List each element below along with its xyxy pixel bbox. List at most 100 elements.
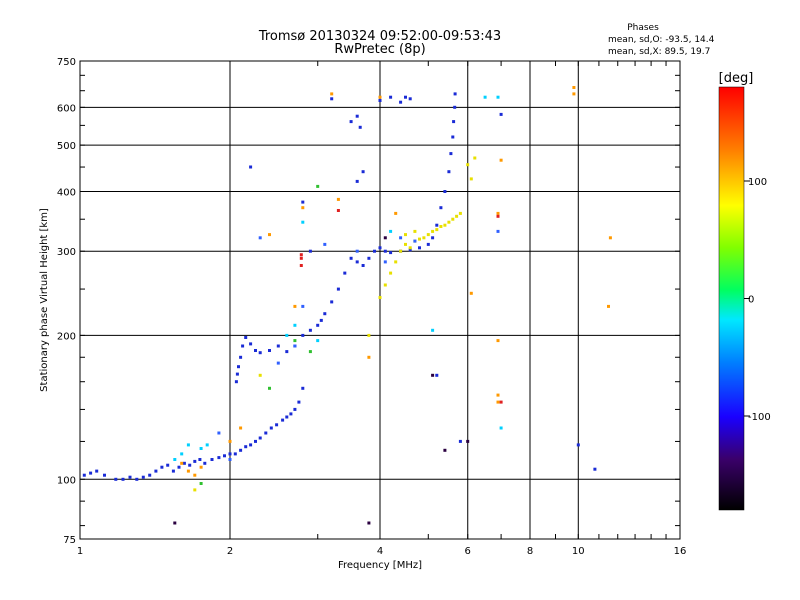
data-point <box>268 233 271 237</box>
data-point <box>182 461 186 465</box>
data-point <box>235 372 239 376</box>
data-point <box>443 223 447 227</box>
data-point <box>458 211 462 215</box>
data-point <box>496 211 500 215</box>
data-point <box>572 86 576 89</box>
data-point <box>499 112 503 116</box>
data-point <box>254 439 257 443</box>
data-point <box>264 431 268 435</box>
data-point <box>336 209 340 212</box>
data-point <box>289 412 293 416</box>
data-point <box>281 418 285 422</box>
data-point <box>355 179 359 183</box>
data-point <box>608 236 612 240</box>
x-tick-label: 1 <box>77 546 83 557</box>
data-point <box>330 92 334 96</box>
data-point <box>228 439 232 443</box>
stats-line-o: mean, sd,O: -93.5, 14.4 <box>608 35 715 45</box>
data-point <box>455 214 459 218</box>
colorbar-title: [deg] <box>719 71 754 86</box>
data-point <box>383 283 387 287</box>
data-point <box>301 220 305 224</box>
data-point <box>408 97 412 101</box>
data-point <box>239 426 243 430</box>
data-point <box>383 260 387 264</box>
data-point <box>319 318 323 322</box>
data-point <box>210 458 214 461</box>
axis-ticks: 1 2 4 6 8 10 16 75 100 200 300 400 500 600 750 <box>57 57 686 557</box>
data-point <box>234 380 238 384</box>
data-point <box>413 229 417 233</box>
data-point <box>186 469 190 473</box>
data-point <box>233 452 237 456</box>
data-points <box>82 86 612 525</box>
data-point <box>394 211 398 215</box>
data-point <box>249 443 253 447</box>
data-point <box>285 333 289 337</box>
data-point <box>301 304 305 308</box>
y-tick-label: 400 <box>57 187 76 198</box>
data-point <box>228 458 232 461</box>
data-point <box>361 170 365 174</box>
data-point <box>466 439 470 443</box>
data-point <box>269 426 273 430</box>
data-point <box>453 92 457 96</box>
data-point <box>135 477 139 481</box>
data-point <box>576 443 580 447</box>
x-tick-label: 16 <box>674 546 687 557</box>
data-point <box>258 351 262 355</box>
data-point <box>223 454 226 458</box>
data-point <box>389 271 393 275</box>
data-point <box>258 236 262 240</box>
data-point <box>141 475 145 479</box>
data-point <box>121 477 125 481</box>
data-point <box>443 190 447 193</box>
data-point <box>239 355 243 359</box>
data-point <box>399 249 403 253</box>
data-point <box>323 242 327 246</box>
data-point <box>418 246 421 250</box>
data-point <box>114 477 118 481</box>
data-point <box>355 260 359 264</box>
data-point <box>447 170 451 174</box>
data-point <box>301 206 305 210</box>
data-point <box>435 228 439 232</box>
data-point <box>431 328 435 332</box>
data-point <box>496 214 500 218</box>
data-point <box>186 443 190 447</box>
data-point <box>422 236 426 240</box>
data-point <box>469 291 473 295</box>
data-point <box>469 177 473 181</box>
stats-line-x: mean, sd,X: 89.5, 19.7 <box>608 47 710 57</box>
x-tick-label: 10 <box>572 546 585 557</box>
data-point <box>193 459 197 463</box>
data-point <box>451 135 455 139</box>
data-point <box>435 223 439 227</box>
data-point <box>431 236 435 240</box>
data-point <box>268 349 271 352</box>
colorbar-tick-label: 0 <box>748 295 754 306</box>
data-point <box>404 242 407 246</box>
data-point <box>217 431 221 435</box>
data-point <box>378 99 382 102</box>
data-point <box>275 423 279 427</box>
data-point <box>299 253 303 257</box>
data-point <box>166 463 170 467</box>
data-point <box>496 393 500 397</box>
data-point <box>452 120 456 124</box>
data-point <box>431 229 435 233</box>
data-point <box>249 165 253 169</box>
data-point <box>254 349 257 352</box>
data-point <box>389 229 393 233</box>
data-point <box>373 249 376 253</box>
data-point <box>244 336 248 339</box>
x-tick-label: 8 <box>527 546 533 557</box>
data-point <box>593 467 597 471</box>
colorbar <box>718 86 745 511</box>
data-point <box>330 97 334 101</box>
data-point <box>293 323 297 327</box>
data-point <box>297 400 301 404</box>
data-point <box>308 328 312 332</box>
data-point <box>188 463 192 467</box>
data-point <box>394 260 398 264</box>
